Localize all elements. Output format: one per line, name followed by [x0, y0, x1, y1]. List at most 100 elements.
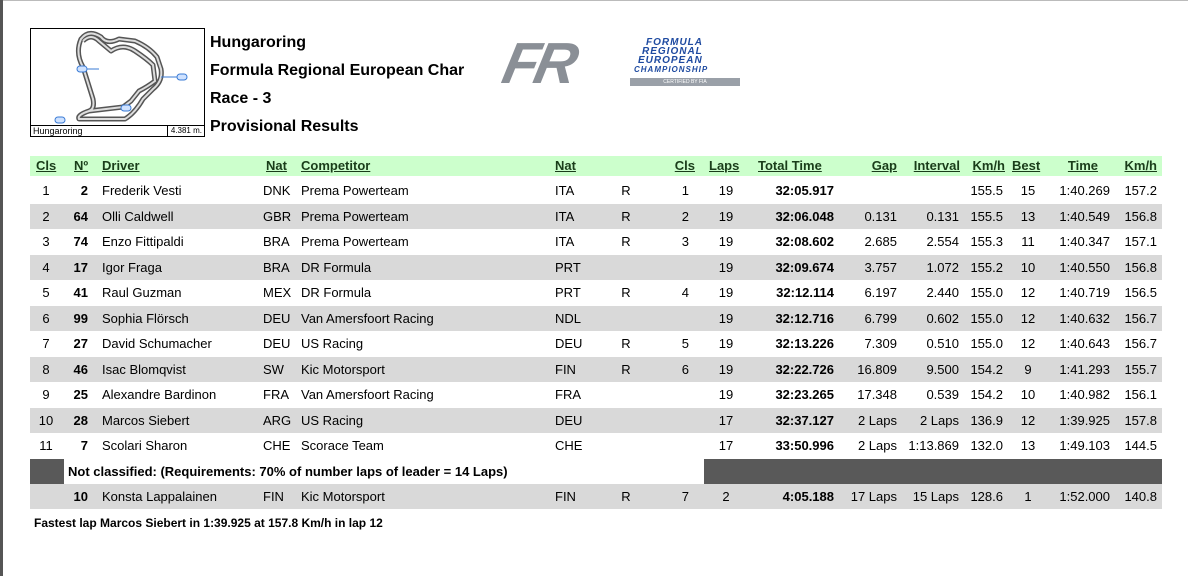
cell: 19 — [718, 234, 734, 249]
cell: 156.1 — [1124, 387, 1157, 402]
map-length: 4.381 m. — [166, 126, 202, 136]
cell: 28 — [73, 412, 88, 428]
cell: Alexandre Bardinon — [102, 387, 217, 402]
cell: 15 Laps — [912, 489, 959, 504]
cell: MEX — [263, 285, 292, 300]
logo: FR FORMULA REGIONAL EUROPEAN CHAMPIONSHI… — [496, 31, 751, 96]
column-header: Cls — [36, 158, 57, 173]
cell: 1:13.869 — [908, 438, 959, 453]
cell: 2 Laps — [857, 412, 897, 428]
cell: 140.8 — [1124, 489, 1157, 504]
cell: 13 — [1020, 438, 1036, 453]
cell: 15 — [1020, 183, 1036, 198]
cell: Olli Caldwell — [102, 208, 174, 224]
cell: 12 — [1020, 285, 1036, 300]
result-row: 10 Konsta Lappalainen FIN Kic Motorsport FIN… — [30, 484, 1162, 509]
cell: 7 — [681, 489, 689, 504]
cell: 2 — [681, 208, 689, 224]
cell: 74 — [73, 234, 88, 249]
cell: Igor Fraga — [102, 259, 162, 275]
cell: 156.7 — [1124, 310, 1157, 326]
cell: 3.757 — [864, 259, 897, 275]
cell: 0.602 — [926, 310, 959, 326]
cell: 0.131 — [926, 208, 959, 224]
cell: 6.799 — [864, 310, 897, 326]
cell: 1.072 — [926, 259, 959, 275]
fastest-lap: Fastest lap Marcos Siebert in 1:39.925 a… — [34, 516, 383, 530]
cell: R — [621, 208, 631, 224]
cell: 10 — [1020, 387, 1036, 402]
cell: Marcos Siebert — [102, 412, 190, 428]
cell: 3 — [42, 234, 50, 249]
cell: FIN — [263, 489, 284, 504]
title-line: Race - 3 — [210, 90, 272, 107]
cell: 1:40.719 — [1059, 285, 1110, 300]
column-header: Cls — [674, 158, 695, 173]
cell: 7 — [42, 336, 50, 351]
top-border — [0, 0, 1188, 1]
left-border — [0, 0, 3, 576]
cell: 2.554 — [926, 234, 959, 249]
cell: 1:49.103 — [1059, 438, 1110, 453]
result-row: 1 2 Frederik Vesti DNK Prema Powerteam ITA R 1 1… — [30, 178, 1162, 203]
cell: 10 — [38, 412, 54, 428]
result-row: 8 46 Isac Blomqvist SW Kic Motorsport FIN R 6 19… — [30, 356, 1162, 382]
cell: Isac Blomqvist — [102, 361, 186, 377]
cell: 156.7 — [1124, 336, 1157, 351]
cell: 0.131 — [864, 208, 897, 224]
cell: 2 Laps — [919, 412, 959, 428]
cell: FRA — [555, 387, 581, 402]
cell: 8 — [42, 361, 50, 377]
logo-mark: FR — [497, 31, 581, 96]
column-header: Km/h — [972, 158, 1006, 173]
cell: 1:39.925 — [1059, 412, 1110, 428]
cell: 3 — [681, 234, 689, 249]
cell: 9 — [42, 387, 50, 402]
cell: 12 — [1020, 310, 1036, 326]
cell: 10 — [1020, 259, 1036, 275]
cell: 4:05.188 — [782, 489, 834, 504]
cell: 9.500 — [926, 361, 959, 377]
cell: 155.5 — [970, 183, 1003, 198]
column-header: Competitor — [301, 158, 371, 173]
cell: 33:50.996 — [775, 438, 834, 453]
cell: 6 — [42, 310, 50, 326]
cell: BRA — [263, 259, 290, 275]
cell: CHE — [263, 438, 291, 453]
result-row: 10 28 Marcos Siebert ARG US Racing DEU 17 32:37… — [30, 407, 1162, 433]
cell: 5 — [681, 336, 689, 351]
cell: Raul Guzman — [102, 285, 182, 300]
result-row: 5 41 Raul Guzman MEX DR Formula PRT R 4 19 32:12.… — [30, 280, 1162, 305]
cell: 157.2 — [1124, 183, 1157, 198]
cell: 32:05.917 — [775, 183, 834, 198]
cell: 32:12.114 — [776, 285, 834, 300]
cell: US Racing — [301, 336, 364, 351]
cell: 0.539 — [926, 387, 959, 402]
column-header: Driver — [102, 158, 140, 173]
cell: 6.197 — [864, 285, 897, 300]
cell: 25 — [73, 387, 88, 402]
cell: 32:06.048 — [775, 208, 834, 224]
cell: 64 — [73, 208, 88, 224]
not-classified-note: Not classified: (Requirements: 70% of nu… — [68, 463, 508, 479]
cell: FRA — [263, 387, 289, 402]
cell: 41 — [73, 285, 88, 300]
cell: 1:40.549 — [1059, 208, 1110, 224]
cell: SW — [263, 361, 284, 377]
result-row: 3 74 Enzo Fittipaldi BRA Prema Powerteam ITA R… — [30, 229, 1162, 254]
track-drawing — [54, 31, 188, 124]
title-line: Formula Regional European Char — [210, 62, 465, 79]
cell: 27 — [73, 336, 88, 351]
cell: 32:37.127 — [775, 412, 834, 428]
cell: Enzo Fittipaldi — [102, 234, 184, 249]
cell: 32:22.726 — [775, 361, 834, 377]
cell: 4 — [42, 259, 50, 275]
cell: 154.2 — [970, 361, 1003, 377]
column-header: Nat — [266, 158, 287, 173]
cell: Konsta Lappalainen — [102, 489, 217, 504]
cell: 1:52.000 — [1059, 489, 1110, 504]
nc-block — [704, 458, 1162, 484]
logo-line: EUROPEAN — [638, 55, 703, 66]
cell: Prema Powerteam — [301, 208, 409, 224]
cell: 19 — [718, 310, 734, 326]
